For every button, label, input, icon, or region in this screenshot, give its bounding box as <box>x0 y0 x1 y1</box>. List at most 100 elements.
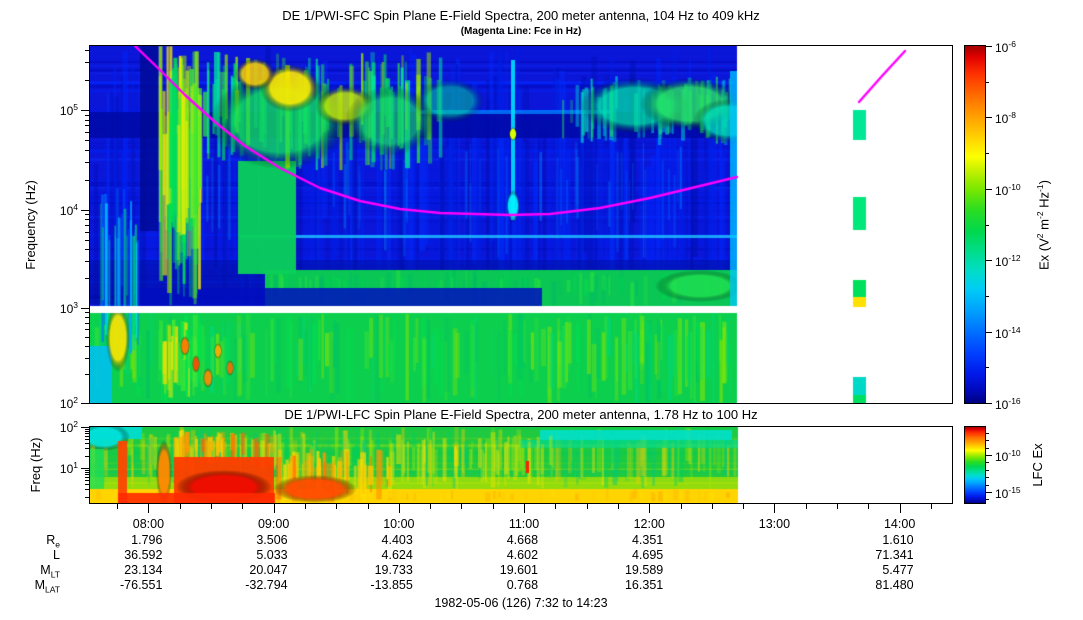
cb2-minor-tick <box>985 484 989 486</box>
time-major-tick <box>398 504 400 513</box>
cb1-major-tick <box>985 117 992 119</box>
lfc-y-minor-tick <box>85 428 90 430</box>
exponent: -10 <box>1008 181 1021 192</box>
table-cell: 4.351 <box>631 533 664 547</box>
table-cell: 71.341 <box>875 548 914 562</box>
table-cell: 3.506 <box>256 533 288 547</box>
sfc-y-minor-tick <box>85 278 90 280</box>
exponent: 2 <box>73 419 78 429</box>
sfc-y-minor-tick <box>85 140 90 142</box>
table-cell: -76.551 <box>120 578 163 592</box>
time-minor-tick <box>461 504 463 509</box>
cb2-major-tick <box>985 455 992 456</box>
cb1-tick-label: 10-8 <box>995 110 1016 127</box>
lfc-y-minor-tick <box>85 477 90 479</box>
time-major-tick <box>899 504 901 513</box>
time-minor-tick <box>242 504 244 509</box>
table-cell: 20.047 <box>249 563 288 577</box>
table-cell: -32.794 <box>245 578 288 592</box>
sfc-spectrogram-canvas <box>90 46 952 403</box>
table-cell: 1.610 <box>882 533 914 547</box>
time-minor-tick <box>617 504 619 509</box>
time-tick-label: 13:00 <box>758 517 791 531</box>
cb2-minor-tick <box>985 462 989 464</box>
table-cell: -13.855 <box>370 578 413 592</box>
cb1-minor-tick <box>985 367 989 369</box>
exponent: 5 <box>73 102 78 112</box>
time-tick-label: 09:00 <box>257 517 290 531</box>
time-tick-label: 14:00 <box>883 517 916 531</box>
table-cell: 19.733 <box>374 563 413 577</box>
sfc-y-tick-label: 105 <box>59 102 78 118</box>
sfc-y-tick-label: 102 <box>59 395 78 411</box>
sfc-y-minor-tick <box>85 231 90 233</box>
time-minor-tick <box>304 504 306 509</box>
cb2-axis-label: LFC Ex <box>1030 443 1045 487</box>
exponent: -12 <box>1008 253 1021 264</box>
exponent: -8 <box>1008 110 1016 121</box>
cb1-colorbar <box>964 45 986 404</box>
exponent: 1 <box>73 460 78 470</box>
lfc-y-minor-tick <box>85 484 90 486</box>
sfc-subtitle: (Magenta Line: Fce in Hz) <box>460 26 582 37</box>
date-range-caption: 1982-05-06 (126) 7:32 to 14:23 <box>434 596 608 610</box>
table-cell: 5.477 <box>882 563 914 577</box>
lfc-y-tick-label: 101 <box>59 460 78 476</box>
lfc-y-minor-tick <box>85 489 90 491</box>
cb1-major-tick <box>985 46 992 47</box>
lfc-y-minor-tick <box>85 433 90 435</box>
table-cell: 19.589 <box>624 563 664 577</box>
exponent: -16 <box>1008 396 1021 406</box>
time-major-tick <box>148 504 150 513</box>
sfc-y-tick-label: 103 <box>59 300 78 316</box>
table-row-label: Re <box>46 533 60 550</box>
sfc-y-minor-tick <box>85 49 90 51</box>
table-cell: 4.695 <box>631 548 664 562</box>
cb1-major-tick <box>985 188 992 190</box>
cb1-tick-label: 10-6 <box>995 39 1016 55</box>
time-minor-tick <box>211 504 213 509</box>
exponent: 4 <box>73 202 78 212</box>
exponent: 2 <box>73 395 78 405</box>
table-cell: 16.351 <box>624 578 664 592</box>
time-major-tick <box>273 504 275 513</box>
subscript: e <box>55 539 60 550</box>
subscript: LT <box>50 569 60 580</box>
time-tick-label: 10:00 <box>383 517 415 531</box>
cb2-major-tick <box>985 492 992 493</box>
lfc-y-minor-tick <box>85 480 90 482</box>
time-minor-tick <box>492 504 494 509</box>
table-cell: 4.403 <box>381 533 413 547</box>
sfc-y-major-tick <box>81 210 90 211</box>
table-cell: 81.480 <box>875 578 914 592</box>
cb1-tick-label: 10-16 <box>995 396 1021 412</box>
sfc-y-minor-tick <box>85 261 90 263</box>
sfc-y-minor-tick <box>85 119 90 121</box>
cb1-tick-label: 10-10 <box>995 181 1021 198</box>
sfc-y-minor-tick <box>85 312 90 314</box>
time-tick-label: 12:00 <box>633 517 665 531</box>
table-cell: 4.668 <box>506 533 539 547</box>
cb2-colorbar <box>964 426 986 504</box>
time-tick-label: 11:00 <box>508 517 540 531</box>
sfc-y-minor-tick <box>85 114 90 116</box>
sfc-y-minor-tick <box>85 239 90 241</box>
exponent: -14 <box>1008 324 1021 335</box>
sfc-y-minor-tick <box>85 219 90 221</box>
time-minor-tick <box>930 504 932 509</box>
exponent: 2 <box>1035 232 1045 238</box>
lfc-panel <box>89 426 953 504</box>
table-row-label: L <box>53 548 60 562</box>
lfc-y-minor-tick <box>85 443 90 445</box>
time-minor-tick <box>336 504 338 509</box>
cb1-major-tick <box>985 260 992 262</box>
table-cell: 0.768 <box>506 578 539 592</box>
cb2-minor-tick <box>985 447 989 449</box>
cb2-minor-tick <box>985 469 989 471</box>
time-minor-tick <box>179 504 181 509</box>
table-cell: 23.134 <box>124 563 163 577</box>
sfc-y-minor-tick <box>85 62 90 64</box>
time-minor-tick <box>367 504 369 509</box>
sfc-y-minor-tick <box>85 162 90 164</box>
time-minor-tick <box>743 504 745 509</box>
